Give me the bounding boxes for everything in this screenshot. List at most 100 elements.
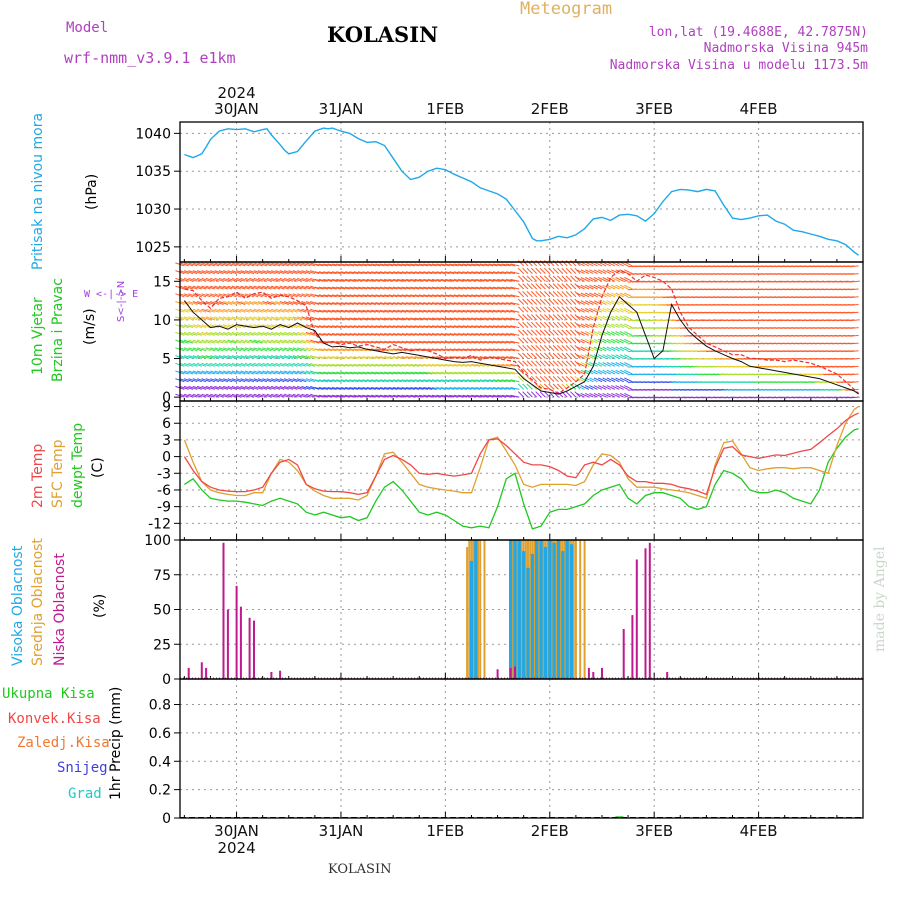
wind-vector [736,342,746,345]
wind-vector [505,294,516,298]
wind-vector [810,358,820,360]
wind-vector [845,365,855,368]
wind-vector [231,370,242,375]
wind-vector [484,286,494,290]
wind-vector [353,309,363,313]
wind-vector [522,375,529,383]
wind-vector [440,348,450,352]
wind-vector [349,387,359,390]
wind-vector [548,352,555,359]
wind-vector [175,347,185,352]
wind-vector [453,363,463,367]
wind-vector [440,294,450,298]
wind-vector [840,311,850,314]
wind-vector [771,327,781,329]
wind-vector [297,270,307,275]
wind-vector [279,331,289,336]
wind-vector [645,373,655,376]
wind-vector [517,352,525,359]
wind-vector [589,354,598,359]
wind-vector [384,387,394,390]
wind-title-2: Brzina i Pravac [50,278,66,382]
wind-vector [349,394,359,398]
wind-vector [466,387,476,390]
wind-vector [593,315,603,321]
wind-vector [827,365,837,368]
wind-vector [318,371,329,375]
wind-vector [388,278,398,282]
wind-vector [710,373,720,376]
wind-vector [175,393,185,398]
wind-vector [484,278,494,282]
wind-vector [806,396,816,399]
wind-vector [584,300,594,305]
wind-vector [471,263,481,267]
wind-vector [736,396,746,399]
wind-vector [488,394,498,398]
wind-vector [323,302,333,305]
wind-vector [227,370,237,375]
wind-vector [758,396,768,399]
wind-vector [645,334,655,337]
wind-vector [501,294,511,298]
wind-vector [305,262,316,267]
wind-vector [615,284,624,290]
wind-vector [327,278,337,282]
bottom-year-label: 2024 [217,839,255,857]
wind-vector [819,342,829,345]
wind-vector [244,262,255,267]
wind-vector [288,270,298,275]
wind-vector [611,385,620,390]
wind-vector [615,269,624,275]
wind-vector [530,314,538,321]
wind-vector [388,302,398,305]
cloud-bar [520,540,523,679]
wind-vector [827,319,837,322]
wind-vector [297,331,307,336]
wind-vector [606,323,616,329]
wind-vector [836,327,846,329]
wind-vector [797,311,807,314]
wind-vector [188,355,198,359]
wind-vector [453,325,463,329]
wind-vector [240,385,250,390]
wind-vector [593,346,603,352]
wind-vector [727,327,737,329]
wind-vector [745,288,755,291]
wind-vector [640,280,650,283]
wind-vector [192,316,202,321]
wind-vector [732,311,742,314]
wind-vector [418,286,429,290]
wind-vector [244,370,255,375]
wind-vector [732,319,742,322]
wind-vector [574,352,581,359]
wind-vector [175,355,185,359]
wind-vector [675,388,685,391]
wind-vector [636,296,646,299]
wind-vector [388,394,398,398]
wind-vector [666,365,676,368]
wind-vector [719,388,729,391]
wind-vector [375,379,385,383]
wind-vector [640,373,650,376]
wind-vector [706,373,716,376]
wind-vector [471,325,481,329]
wind-vector [457,309,468,313]
wind-vector [270,347,281,352]
cloud-bar [470,540,473,679]
wind-vector [353,317,363,321]
wind-vector [849,342,859,345]
wind-vector [692,358,703,360]
wind-vector [706,319,716,322]
wind-vector [440,271,450,275]
cloud-title-mid: Srednja Oblacnost [30,538,46,666]
wind-vector [666,319,676,322]
wind-vector [692,396,703,399]
wind-vector [544,329,551,336]
wind-vector [723,373,733,376]
wind-vector [627,334,637,337]
wind-vector [401,325,411,329]
wind-vector [632,280,642,283]
wind-vector [658,381,668,383]
wind-vector [823,358,833,360]
